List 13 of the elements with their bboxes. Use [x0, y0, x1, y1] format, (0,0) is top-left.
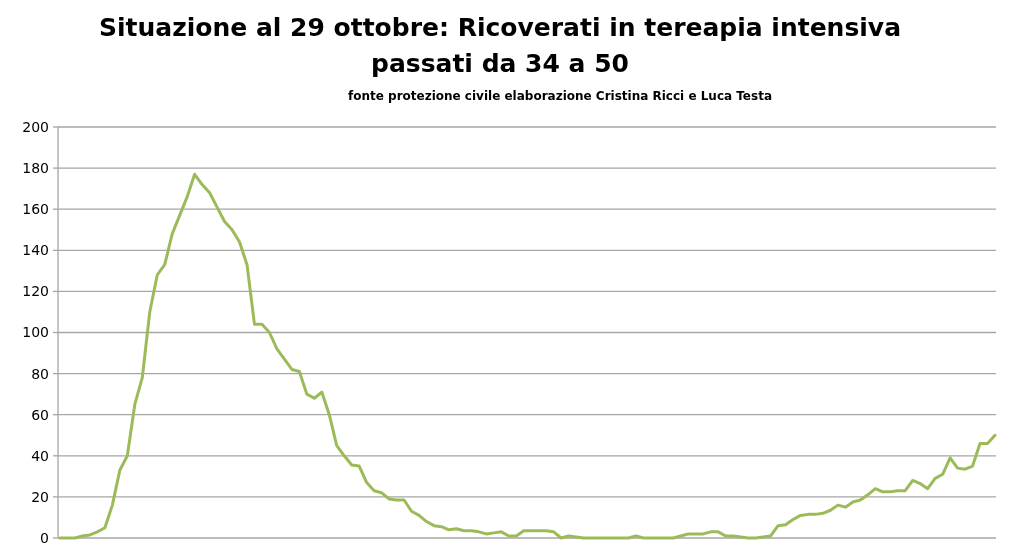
y-tick-label: 200 — [22, 118, 49, 135]
y-tick-label: 160 — [22, 201, 49, 218]
y-tick-label: 40 — [31, 447, 49, 464]
y-tick-label: 120 — [22, 283, 49, 300]
y-tick-label: 80 — [31, 365, 49, 382]
chart-subtitle: fonte protezione civile elaborazione Cristina Ricci e Luca Testa — [347, 89, 773, 103]
chart-title: Situazione al 29 ottobre: Ricoverati in tereapia intensiva passati da 34 a 50 — [98, 13, 902, 78]
y-tick-label: 60 — [31, 406, 49, 423]
y-tick-label: 100 — [22, 324, 49, 341]
y-tick-label: 20 — [31, 488, 49, 505]
y-tick-label: 0 — [40, 529, 49, 546]
y-tick-label: 180 — [22, 160, 49, 176]
y-tick-label: 140 — [22, 242, 49, 259]
